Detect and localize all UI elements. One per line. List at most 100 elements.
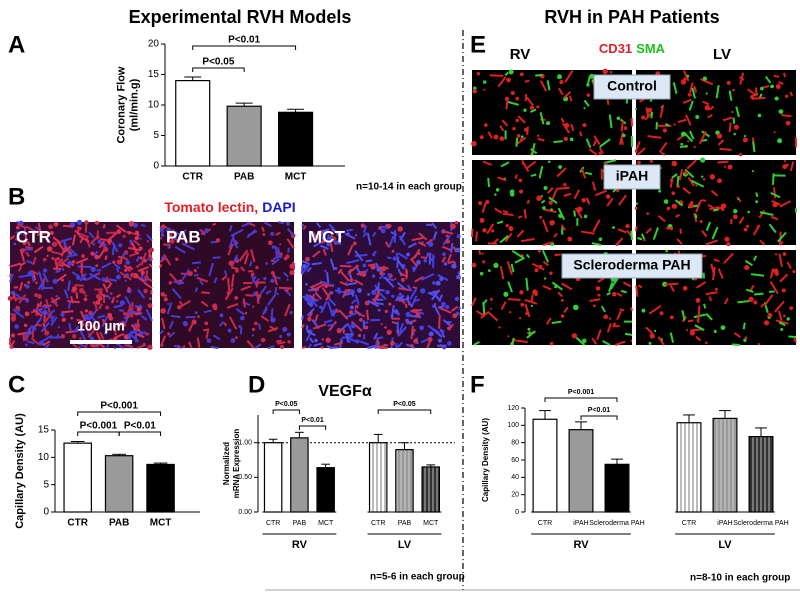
cell <box>438 338 442 343</box>
cell <box>481 252 484 255</box>
vessel <box>160 335 167 345</box>
vessel <box>122 256 129 261</box>
vessel <box>773 187 777 199</box>
vessel <box>712 208 719 212</box>
cell <box>608 317 612 320</box>
vessel <box>167 229 175 240</box>
vessel <box>42 340 51 347</box>
vessel <box>239 326 243 335</box>
vessel <box>367 299 380 308</box>
vessel <box>270 308 274 322</box>
cell <box>200 230 204 233</box>
vessel <box>514 256 525 264</box>
cell <box>390 340 395 346</box>
vessel <box>563 306 569 314</box>
vessel <box>583 99 590 107</box>
vessel <box>380 225 389 230</box>
vessel <box>695 199 703 213</box>
cell <box>750 94 755 100</box>
cell <box>742 137 748 143</box>
vessel <box>431 289 441 301</box>
cell <box>10 333 15 338</box>
cell <box>37 294 42 299</box>
vessel <box>738 216 745 225</box>
cell <box>13 242 17 246</box>
cell <box>95 300 101 305</box>
cell <box>43 257 47 262</box>
cell <box>289 270 295 276</box>
vessel <box>309 281 323 289</box>
cell <box>379 271 384 276</box>
cell <box>149 247 154 253</box>
vessel <box>181 268 191 281</box>
vessel <box>698 130 707 145</box>
vessel <box>113 263 121 270</box>
vessel <box>700 78 714 86</box>
cell <box>654 329 657 333</box>
cell <box>647 107 653 113</box>
cell <box>773 268 779 274</box>
vessel <box>77 346 81 349</box>
vessel <box>710 263 716 277</box>
vessel <box>718 206 724 210</box>
vessel <box>606 291 611 296</box>
cell <box>116 275 120 280</box>
vessel <box>246 339 255 349</box>
stain-legend: Tomato lectin, DAPI <box>164 199 295 215</box>
vessel <box>182 344 186 349</box>
vessel <box>557 207 566 221</box>
vessel <box>301 315 304 321</box>
vessel <box>342 328 346 334</box>
vessel <box>409 314 422 319</box>
vessel <box>171 229 183 237</box>
vessel <box>102 283 109 293</box>
vessel <box>263 221 272 227</box>
cell <box>592 304 596 308</box>
cell <box>331 312 336 317</box>
vessel <box>368 344 380 349</box>
cell <box>166 227 172 233</box>
vessel <box>74 229 81 236</box>
vessel <box>251 275 257 282</box>
vessel <box>119 256 123 264</box>
cell <box>499 136 505 142</box>
cell <box>371 274 376 278</box>
cell <box>16 221 19 224</box>
vessel <box>395 252 399 260</box>
cell <box>401 277 405 282</box>
vessel <box>326 345 333 349</box>
vessel <box>378 272 386 280</box>
vessel <box>786 261 792 270</box>
vessel <box>781 113 792 118</box>
cell <box>789 306 794 311</box>
cell <box>336 328 342 334</box>
vessel <box>339 264 352 268</box>
vessel <box>411 236 424 242</box>
cell <box>641 308 646 313</box>
chart: Capillary Density (AU) 0 20 40 60 80 100 120 RV L… <box>481 389 790 584</box>
vessel <box>347 264 360 275</box>
cell <box>96 235 100 239</box>
y-axis-label: Capillary Density (AU) <box>14 413 26 529</box>
vessel <box>79 329 87 342</box>
cell <box>125 260 130 265</box>
vessel <box>516 229 525 238</box>
cell <box>560 314 565 318</box>
cell <box>129 239 133 243</box>
cell <box>86 329 89 332</box>
vessel <box>686 159 697 170</box>
vessel <box>619 132 624 145</box>
vessel <box>759 211 774 216</box>
x-tick-label: CTR <box>67 518 88 529</box>
vessel <box>169 272 179 283</box>
cell <box>612 292 617 297</box>
cell <box>739 153 743 157</box>
cell <box>773 131 776 134</box>
vessel <box>43 312 53 324</box>
vessel <box>687 319 694 323</box>
vessel <box>556 186 570 190</box>
vessel <box>302 225 307 230</box>
row-label: Control <box>607 78 657 94</box>
y-axis-label: Normalized <box>222 442 231 485</box>
vessel <box>101 261 112 269</box>
